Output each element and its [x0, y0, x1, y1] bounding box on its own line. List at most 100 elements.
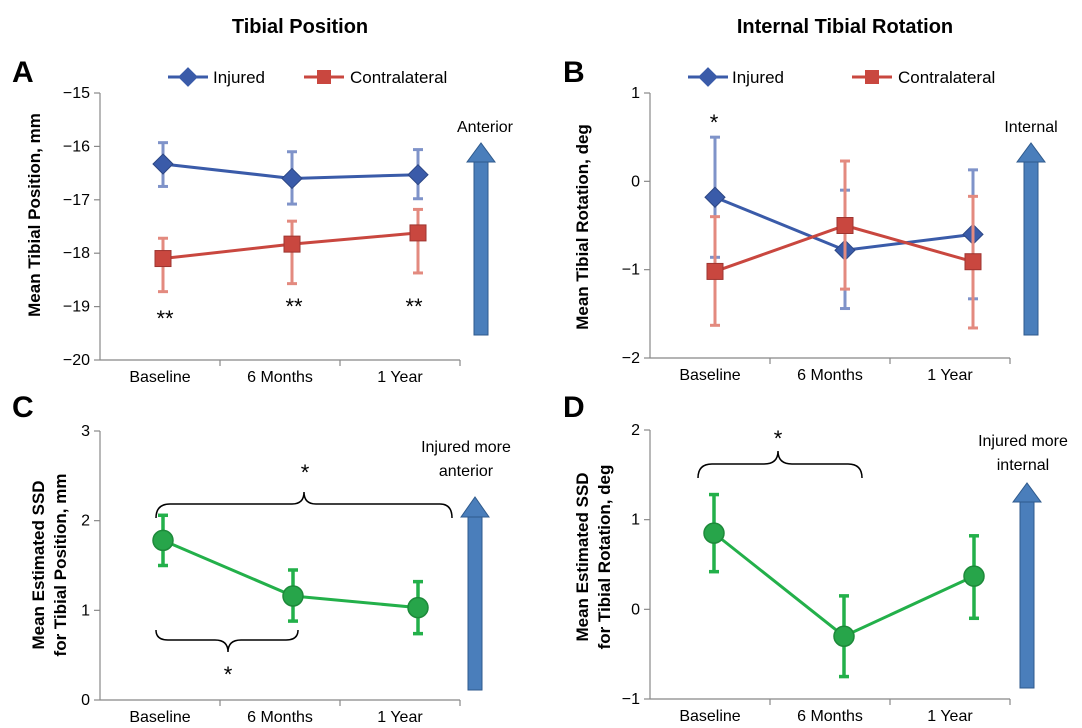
panel-a-y-axis-label: Mean Tibial Position, mm [25, 113, 44, 317]
panel-letter-b: B [563, 56, 585, 89]
panel-c: C Mean Estimated SSD for Tibial Position… [12, 391, 511, 726]
y-axis-label-line1: Mean Estimated SSD [573, 472, 592, 641]
data-point [409, 224, 427, 242]
data-point [152, 529, 174, 552]
y-tick-label: 2 [631, 422, 640, 439]
significance-marker-1-year: ** [405, 294, 423, 319]
data-point [282, 585, 304, 607]
direction-label: Internal [1004, 119, 1057, 136]
x-tick-label: Baseline [679, 708, 740, 725]
legend-contralateral-marker [317, 70, 331, 84]
arrow-head-icon [460, 496, 490, 518]
data-point [407, 163, 429, 186]
data-point [703, 522, 725, 544]
y-tick-label: −17 [63, 192, 90, 209]
y-tick-label: −20 [63, 352, 90, 369]
x-tick-label: 1 Year [927, 708, 973, 725]
x-tick-label: 6 Months [247, 709, 313, 726]
arrow-head-icon [1012, 482, 1042, 503]
significance-marker-baseline-6-months: * [224, 662, 233, 687]
x-tick-label: 1 Year [927, 367, 973, 384]
y-axis-label-line2: for Tibial Position, mm [51, 474, 70, 657]
panel-letter-c: C [12, 391, 34, 424]
column-title-tibial-position: Tibial Position [232, 16, 368, 38]
y-tick-label: −1 [622, 691, 640, 708]
arrow-head-icon [1016, 142, 1046, 163]
legend-contralateral-label: Contralateral [350, 68, 447, 87]
legend-injured-marker [178, 67, 198, 87]
y-tick-label: 2 [81, 513, 90, 530]
panel-c-plot: 0 1 2 3 Baseline 6 Months 1 Year [81, 423, 461, 726]
panel-b-plot: −2 −1 0 1 Baseline 6 Months 1 Year [622, 85, 1011, 384]
arrow-shaft [1023, 159, 1039, 336]
y-tick-label: 0 [631, 173, 640, 190]
significance-bracket-baseline-1-year [155, 491, 453, 519]
legend-injured-label: Injured [213, 68, 265, 87]
data-point [833, 625, 855, 647]
panel-b-direction-arrow [1016, 142, 1046, 336]
y-tick-label: −18 [63, 245, 90, 262]
data-point [152, 153, 174, 175]
data-point [963, 565, 985, 587]
panel-d: D Mean Estimated SSD for Tibial Rotation… [563, 391, 1068, 725]
x-tick-label: 1 Year [377, 709, 423, 726]
y-axis-label: Mean Tibial Position, mm [25, 113, 44, 317]
y-tick-label: 1 [81, 602, 90, 619]
legend-injured-label: Injured [732, 68, 784, 87]
arrow-head-icon [466, 142, 496, 163]
panel-b-legend: Injured Contralateral [688, 67, 995, 87]
data-point [964, 253, 982, 271]
direction-label-line1: Injured more [421, 439, 511, 456]
direction-label-line1: Injured more [978, 433, 1068, 450]
panel-a-direction-arrow [466, 142, 496, 336]
significance-marker-baseline: * [710, 110, 719, 135]
x-tick-label: 6 Months [797, 708, 863, 725]
panel-d-y-axis-label: Mean Estimated SSD for Tibial Rotation, … [573, 465, 614, 650]
x-tick-label: 6 Months [797, 367, 863, 384]
direction-label-line2: anterior [439, 463, 494, 480]
y-axis-label-line1: Mean Estimated SSD [29, 480, 48, 649]
panel-a-plot: −20 −19 −18 −17 −16 −15 Baseline 6 Months 1 Year [63, 85, 461, 386]
y-axis-label-line2: for Tibial Rotation, deg [595, 465, 614, 650]
data-point [154, 250, 172, 268]
data-point [407, 596, 429, 619]
direction-label-line2: internal [997, 457, 1049, 474]
x-tick-label: Baseline [679, 367, 740, 384]
legend-contralateral-marker [865, 70, 879, 84]
y-tick-label: −1 [622, 262, 640, 279]
x-tick-label: 1 Year [377, 369, 423, 386]
x-tick-label: Baseline [129, 709, 190, 726]
panel-c-direction-arrow [460, 496, 490, 691]
y-tick-label: −16 [63, 138, 90, 155]
legend-contralateral-label: Contralateral [898, 68, 995, 87]
x-tick-label: Baseline [129, 369, 190, 386]
y-tick-label: −15 [63, 85, 90, 102]
significance-marker-6-months: ** [285, 294, 303, 319]
significance-marker-baseline: ** [156, 306, 174, 331]
panel-letter-a: A [12, 56, 34, 89]
panel-b: B Injured Contralateral Mean Tibial Rota… [563, 56, 1058, 384]
y-tick-label: 3 [81, 423, 90, 440]
data-point [283, 235, 301, 253]
direction-label: Anterior [457, 119, 514, 136]
panel-letter-d: D [563, 391, 585, 424]
y-axis-label: Mean Tibial Rotation, deg [573, 124, 592, 330]
panel-a: A Injured Contralateral Mean Tibial Posi… [12, 56, 514, 386]
panel-d-plot: −1 0 1 2 Baseline 6 Months 1 Year [622, 422, 1011, 725]
y-tick-label: 1 [631, 512, 640, 529]
significance-bracket-baseline-6-months [155, 629, 299, 653]
y-tick-label: −2 [622, 350, 640, 367]
arrow-shaft [1019, 499, 1035, 689]
significance-marker-baseline-1-year: * [301, 460, 310, 485]
significance-bracket-baseline-6-months [697, 450, 863, 479]
legend-injured-marker [698, 67, 718, 87]
data-point [281, 167, 303, 190]
y-tick-label: 0 [631, 601, 640, 618]
data-point [704, 186, 726, 208]
column-title-internal-rotation: Internal Tibial Rotation [737, 16, 953, 38]
data-point [706, 262, 724, 280]
panel-d-direction-arrow [1012, 482, 1042, 689]
significance-marker-baseline-6-months: * [774, 426, 783, 451]
y-tick-label: −19 [63, 299, 90, 316]
